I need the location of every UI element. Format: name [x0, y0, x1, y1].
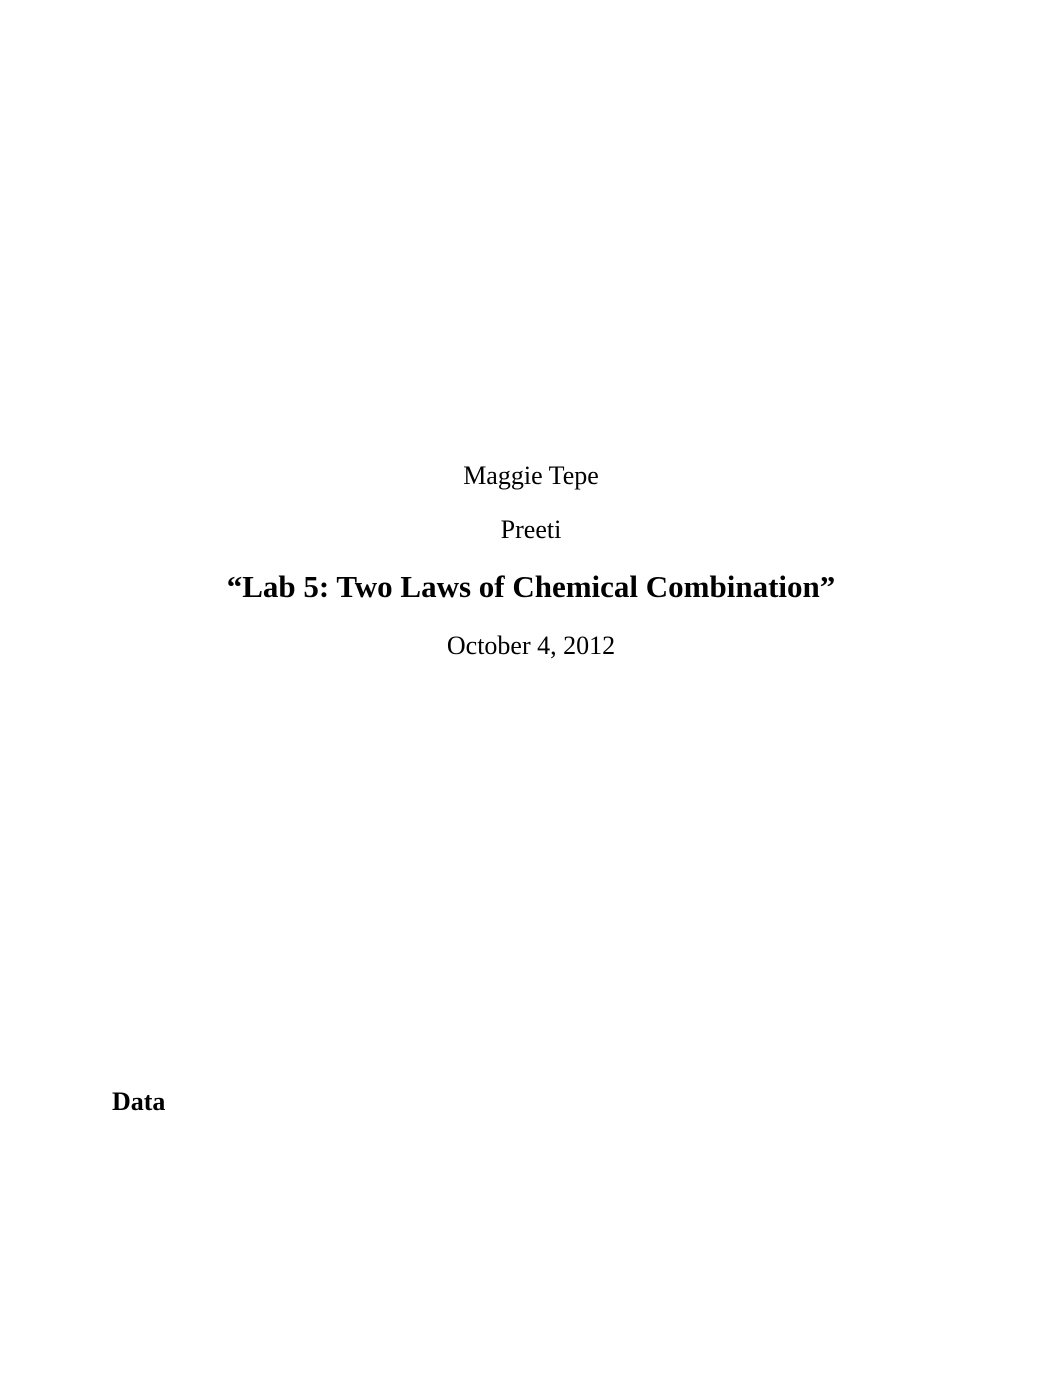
section-heading-data: Data — [112, 1087, 165, 1117]
page-content: Maggie Tepe Preeti “Lab 5: Two Laws of C… — [0, 0, 1062, 661]
document-date: October 4, 2012 — [112, 631, 950, 661]
author-name: Maggie Tepe — [112, 461, 950, 491]
second-name: Preeti — [112, 515, 950, 545]
document-title: “Lab 5: Two Laws of Chemical Combination… — [112, 569, 950, 605]
